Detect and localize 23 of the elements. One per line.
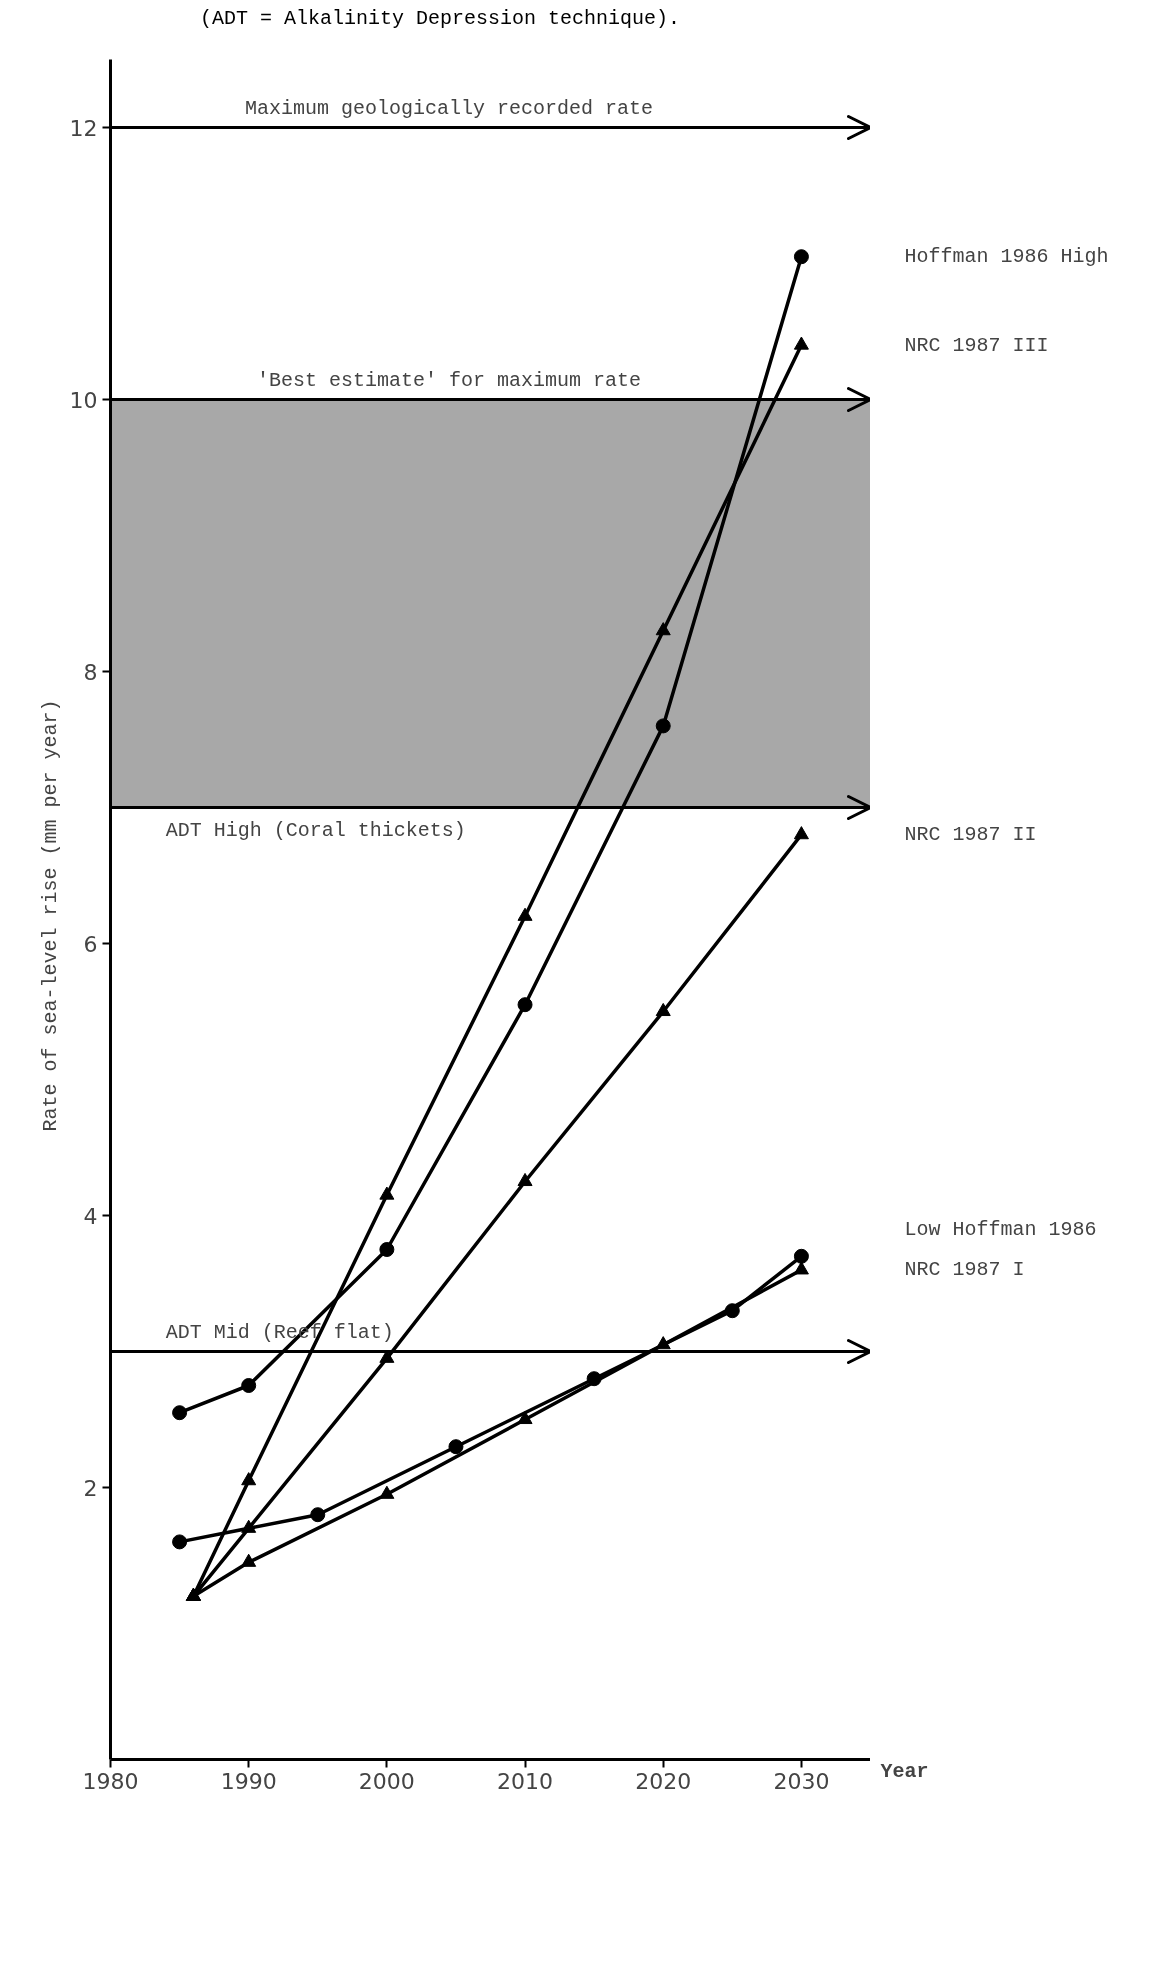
ref-line-label: Maximum geologically recorded rate [245, 96, 654, 120]
x-tick-label: 2020 [635, 1768, 692, 1794]
ref-line-label: ADT High (Coral thickets) [165, 818, 466, 842]
y-tick-label: 6 [83, 931, 98, 957]
x-tick-label: 1980 [82, 1768, 139, 1794]
x-axis-title: Year [880, 1759, 929, 1783]
text: Hoffman 1986 High [904, 244, 1109, 268]
y-axis-title: Rate of sea-level rise (mm per year) [38, 699, 62, 1132]
x-tick-label: 2010 [497, 1768, 554, 1794]
band-label: 'Best estimate' for maximum rate [257, 368, 642, 392]
text: Low Hoffman 1986 [904, 1217, 1097, 1241]
text: NRC 1987 II [904, 822, 1037, 846]
x-tick-label: 1990 [220, 1768, 277, 1794]
text: NRC 1987 III [904, 333, 1049, 357]
x-tick-label: 2030 [773, 1768, 830, 1794]
x-tick-label: 2000 [358, 1768, 415, 1794]
y-tick-label: 12 [69, 115, 98, 141]
y-tick-label: 2 [83, 1475, 98, 1501]
y-tick-label: 10 [69, 387, 98, 413]
y-tick-label: 4 [83, 1203, 98, 1229]
y-tick-label: 8 [83, 659, 98, 685]
chart-title: (ADT = Alkalinity Depression technique). [199, 6, 681, 32]
text: NRC 1987 I [904, 1257, 1025, 1281]
